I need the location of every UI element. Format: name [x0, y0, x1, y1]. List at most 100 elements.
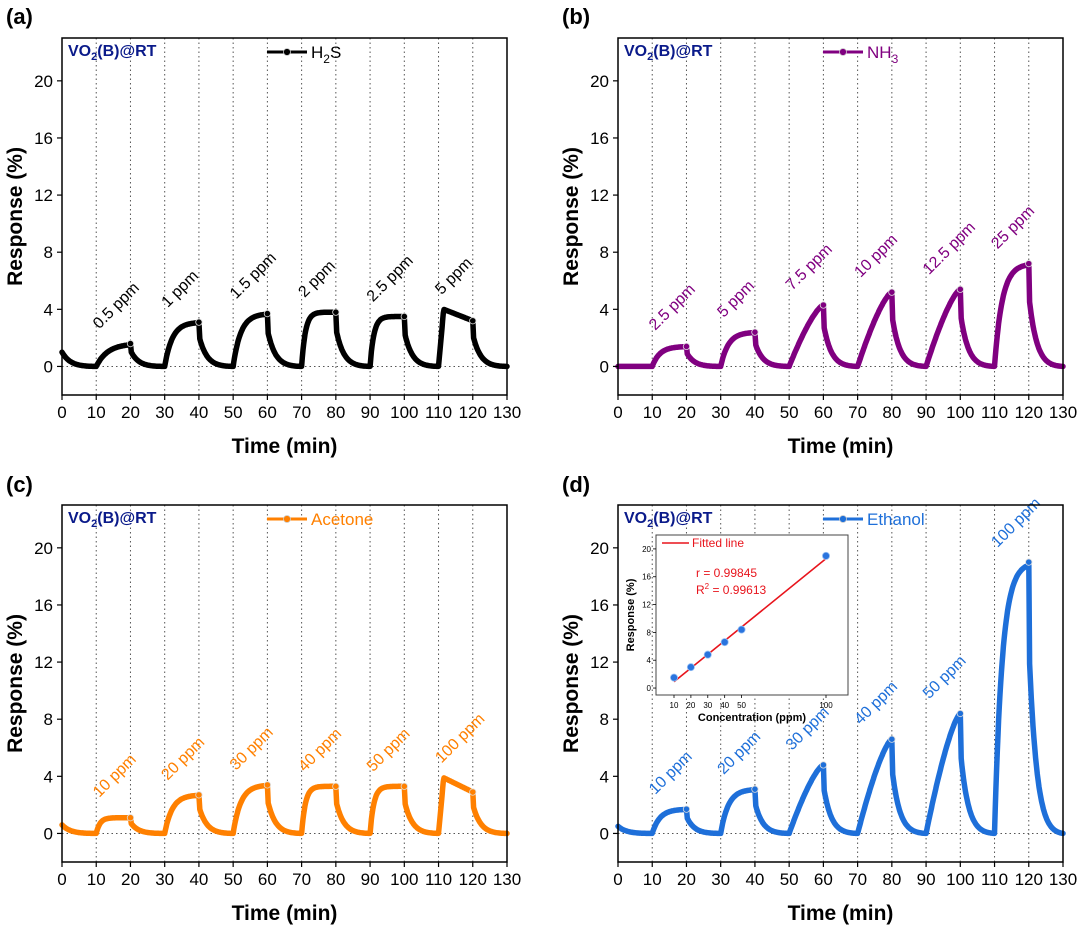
y-tick-label: 0 [600, 357, 609, 376]
inset-x-tick-label: 10 [670, 701, 679, 710]
concentration-label: 50 ppm [364, 725, 414, 775]
x-tick-label: 70 [292, 403, 311, 422]
y-tick-label: 12 [34, 186, 53, 205]
concentration-label: 10 ppm [851, 231, 901, 281]
inset-y-tick-label: 20 [642, 545, 651, 554]
x-tick-label: 30 [155, 403, 174, 422]
inset-r2-rest: = 0.99613 [709, 583, 766, 597]
x-tick-label: 30 [711, 403, 730, 422]
peak-point [332, 782, 340, 790]
inset-data-point [670, 673, 679, 682]
x-tick-label: 20 [121, 870, 140, 889]
panel-label-c: (c) [6, 472, 33, 497]
x-tick-label: 80 [326, 870, 345, 889]
concentration-label: 20 ppm [158, 734, 208, 784]
peak-point [682, 805, 691, 813]
inset-x-tick-label: 30 [703, 701, 712, 710]
x-tick-label: 50 [224, 870, 243, 889]
tag-sub: 2 [91, 518, 97, 530]
peak-point [263, 781, 271, 789]
x-tick-label: 100 [390, 403, 418, 422]
x-tick-label: 50 [780, 870, 799, 889]
y-tick-label: 20 [590, 539, 609, 558]
x-tick-label: 110 [981, 403, 1008, 422]
inset-chart: 10 20 30 40 50 100 0 4 8 12 16 20 Fitted line r = 0.9… [625, 534, 849, 724]
legend-label: Ethanol [867, 510, 925, 529]
y-tick-label: 16 [34, 129, 53, 148]
tag-sub: 2 [91, 51, 97, 63]
x-tick-label: 100 [946, 870, 974, 889]
inset-y-tick-label: 16 [642, 573, 651, 582]
concentration-label: 2.5 ppm [364, 252, 417, 305]
legend-main: Acetone [311, 510, 373, 529]
y-tick-label: 20 [34, 72, 53, 91]
sample-tag: VO2(B)@RT [624, 43, 713, 63]
peak-point [751, 328, 759, 336]
sample-tag: VO2(B)@RT [68, 510, 157, 530]
x-axis-title: Time (min) [788, 435, 894, 458]
peak-point [888, 288, 896, 296]
x-tick-label: 70 [292, 870, 311, 889]
inset-fit-line [673, 558, 827, 683]
concentration-label: 1 ppm [158, 268, 201, 311]
concentration-label: 20 ppm [714, 728, 764, 778]
x-tick-label: 60 [258, 870, 277, 889]
y-tick-label: 12 [590, 186, 609, 205]
inset-data-point [822, 551, 831, 560]
x-tick-label: 80 [882, 870, 901, 889]
x-tick-label: 40 [189, 870, 208, 889]
inset-y-tick-label: 0 [647, 684, 652, 693]
concentration-label: 12.5 ppm [920, 219, 979, 278]
x-tick-label: 0 [57, 870, 66, 889]
inset-y-tick-label: 12 [642, 601, 651, 610]
peak-point [332, 308, 340, 316]
y-tick-label: 0 [44, 824, 53, 843]
peak-point [682, 342, 691, 351]
x-tick-label: 20 [677, 870, 696, 889]
concentration-label: 7.5 ppm [783, 241, 836, 294]
sample-tag: VO2(B)@RT [68, 43, 157, 63]
legend-rest: S [330, 43, 341, 62]
plot-frame [617, 37, 1064, 396]
y-tick-label: 0 [600, 824, 609, 843]
x-axis-title: Time (min) [232, 435, 338, 458]
tag-main: VO [68, 43, 91, 60]
legend-main: H [311, 43, 323, 62]
panel-label-d: (d) [562, 472, 590, 497]
legend-label: H2S [311, 43, 341, 66]
inset-y-tick-label: 8 [647, 628, 652, 637]
y-tick-label: 16 [34, 596, 53, 615]
plot-frame [61, 504, 508, 863]
tag-main: VO [624, 43, 647, 60]
inset-data-point [720, 638, 729, 647]
x-axis-title: Time (min) [232, 902, 338, 925]
x-tick-label: 50 [224, 403, 243, 422]
peak-point [956, 709, 964, 718]
peak-point [1025, 558, 1033, 566]
concentration-label: 10 ppm [90, 751, 140, 801]
y-axis-title: Response (%) [4, 614, 27, 753]
y-tick-label: 20 [590, 72, 609, 91]
tag-main: VO [68, 510, 91, 527]
sample-tag: VO2(B)@RT [624, 510, 713, 530]
tag-rest: (B)@RT [653, 510, 712, 527]
tag-rest: (B)@RT [97, 43, 156, 60]
peak-point [469, 788, 477, 796]
response-curve [59, 306, 510, 370]
peak-point [1025, 260, 1033, 268]
y-tick-label: 4 [44, 300, 53, 319]
concentration-label: 40 ppm [295, 725, 345, 775]
concentration-label: 10 ppm [646, 748, 696, 798]
x-tick-label: 120 [459, 403, 487, 422]
x-tick-label: 120 [459, 870, 487, 889]
inset-y-tick-label: 4 [647, 656, 652, 665]
y-axis-title: Response (%) [4, 147, 27, 286]
response-curve [615, 260, 1066, 370]
x-tick-label: 120 [1015, 870, 1043, 889]
x-tick-label: 130 [493, 870, 521, 889]
legend-main: NH [867, 43, 892, 62]
y-tick-label: 20 [34, 539, 53, 558]
concentration-label: 40 ppm [851, 678, 901, 728]
legend-label: Acetone [311, 510, 373, 529]
